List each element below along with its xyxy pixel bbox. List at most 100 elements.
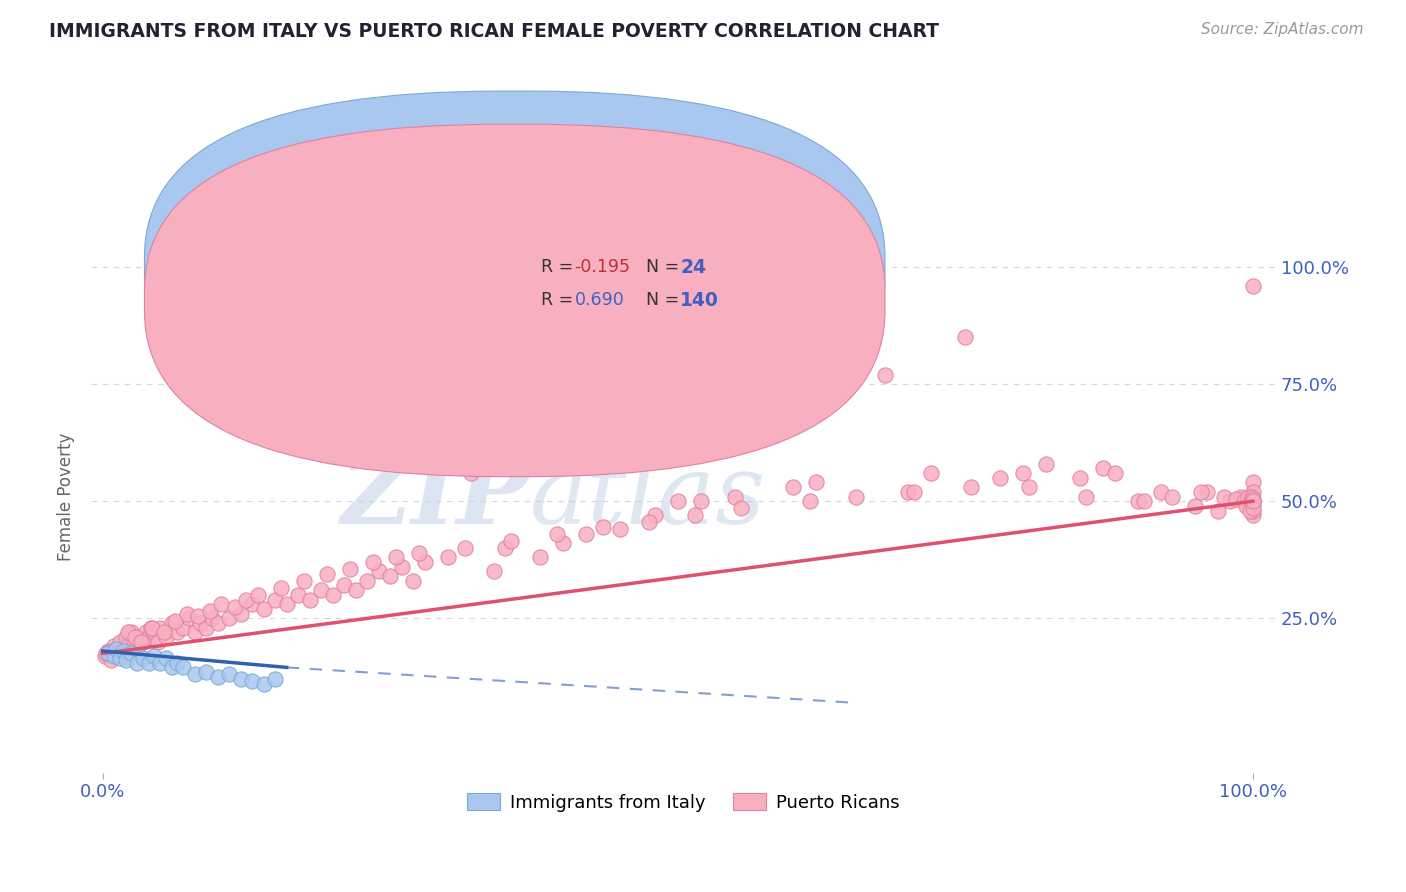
Point [903, 484, 925, 499]
Point [122, 634, 145, 648]
Point [146, 634, 169, 648]
Point [955, 330, 977, 344]
Point [97, 644, 120, 658]
Point [644, 508, 666, 523]
Point [132, 651, 155, 665]
Point [460, 466, 482, 480]
Point [436, 550, 458, 565]
Point [253, 677, 276, 691]
Point [339, 562, 361, 576]
Point [1241, 278, 1264, 293]
Point [316, 566, 339, 581]
Point [149, 621, 172, 635]
Text: atlas: atlas [530, 450, 766, 543]
Point [100, 653, 122, 667]
Point [108, 634, 131, 648]
Text: IMMIGRANTS FROM ITALY VS PUERTO RICAN FEMALE POVERTY CORRELATION CHART: IMMIGRANTS FROM ITALY VS PUERTO RICAN FE… [49, 22, 939, 41]
Point [172, 660, 194, 674]
Point [1126, 494, 1149, 508]
Point [385, 550, 408, 565]
Point [198, 604, 221, 618]
Point [1076, 490, 1098, 504]
Point [94, 648, 117, 663]
Point [759, 415, 782, 429]
Point [117, 640, 139, 654]
Point [1234, 499, 1257, 513]
Point [155, 651, 177, 665]
Text: 24: 24 [681, 258, 706, 277]
Point [804, 475, 827, 490]
Text: N =: N = [645, 259, 685, 277]
Point [209, 597, 232, 611]
Point [129, 634, 152, 648]
Text: -0.195: -0.195 [575, 259, 630, 277]
Point [380, 569, 402, 583]
Point [988, 471, 1011, 485]
Point [839, 377, 862, 392]
Point [309, 583, 332, 598]
Point [391, 559, 413, 574]
Point [187, 608, 209, 623]
Text: R =: R = [541, 292, 579, 310]
Point [609, 522, 631, 536]
Point [402, 574, 425, 588]
Point [1035, 457, 1057, 471]
Point [195, 665, 218, 679]
Point [218, 667, 240, 681]
Point [1241, 503, 1264, 517]
FancyBboxPatch shape [482, 243, 755, 326]
Point [149, 656, 172, 670]
Point [1069, 471, 1091, 485]
Point [103, 640, 125, 654]
Point [551, 536, 574, 550]
Point [454, 541, 477, 555]
Point [112, 644, 135, 658]
Point [1150, 484, 1173, 499]
Y-axis label: Female Poverty: Female Poverty [58, 433, 75, 561]
Point [207, 670, 229, 684]
Point [730, 501, 752, 516]
Point [94, 646, 117, 660]
Point [114, 653, 136, 667]
Point [361, 555, 384, 569]
Point [482, 565, 505, 579]
Point [276, 597, 298, 611]
Point [160, 660, 183, 674]
Point [139, 621, 162, 635]
Point [229, 672, 252, 686]
Point [166, 656, 188, 670]
FancyBboxPatch shape [145, 91, 884, 443]
Point [155, 630, 177, 644]
Point [195, 621, 218, 635]
Point [235, 592, 257, 607]
Point [1213, 490, 1236, 504]
Point [105, 641, 128, 656]
Point [873, 368, 896, 382]
Point [229, 607, 252, 621]
Point [356, 574, 378, 588]
Point [135, 625, 157, 640]
Point [1241, 494, 1264, 508]
Point [108, 651, 131, 665]
Point [128, 630, 150, 644]
Point [298, 592, 321, 607]
Point [183, 625, 205, 640]
FancyBboxPatch shape [145, 124, 884, 476]
Point [132, 634, 155, 648]
Point [1241, 494, 1264, 508]
Point [101, 644, 124, 658]
Point [264, 672, 287, 686]
Text: 0.690: 0.690 [575, 292, 624, 310]
Point [1241, 501, 1264, 516]
Point [143, 648, 166, 663]
Point [120, 646, 142, 660]
Point [1240, 494, 1263, 508]
Point [152, 625, 174, 640]
Point [1241, 491, 1264, 506]
Text: 140: 140 [681, 291, 718, 310]
Point [160, 615, 183, 630]
Point [1092, 461, 1115, 475]
Text: Source: ZipAtlas.com: Source: ZipAtlas.com [1201, 22, 1364, 37]
Point [1012, 466, 1035, 480]
Point [264, 592, 287, 607]
